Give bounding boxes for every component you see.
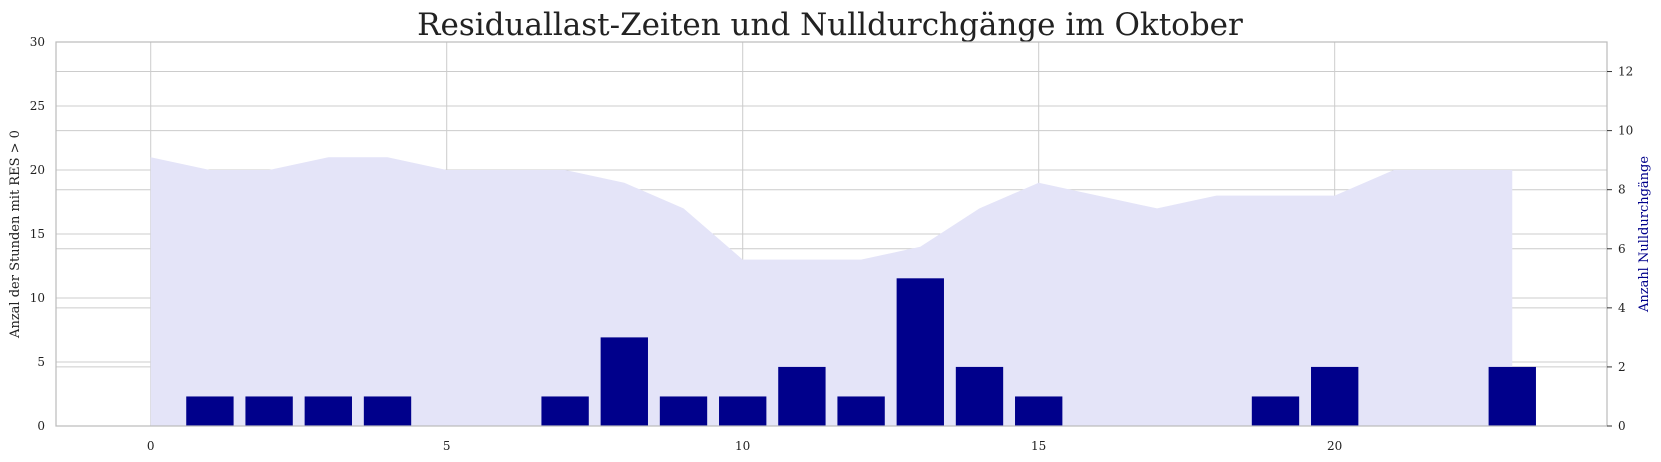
x-tick-label: 0: [147, 439, 155, 453]
area-series: [150, 157, 1513, 426]
chart-title: Residuallast-Zeiten und Nulldurchgänge i…: [417, 7, 1243, 43]
y2-tick-label: 0: [1618, 419, 1626, 433]
y-tick-label: 10: [30, 291, 45, 305]
area-fill: [150, 157, 1513, 426]
bar: [955, 366, 1004, 426]
bar: [600, 337, 648, 426]
bar: [304, 396, 352, 426]
x-tick-label: 5: [443, 439, 451, 453]
y2-tick-label: 8: [1618, 183, 1626, 197]
y-tick-label: 0: [37, 419, 45, 433]
bar: [778, 366, 826, 426]
bar: [659, 396, 708, 426]
y2-tick-label: 4: [1618, 301, 1626, 315]
x-tick-label: 15: [1031, 439, 1046, 453]
bar: [363, 396, 412, 426]
y-tick-label: 15: [30, 227, 45, 241]
y-axis-left: 0 5 10 15 20 25 30: [30, 35, 45, 433]
bar: [1251, 396, 1300, 426]
x-tick-label: 10: [735, 439, 750, 453]
bar: [1311, 366, 1359, 426]
bar: [541, 396, 589, 426]
bar: [719, 396, 767, 426]
bar: [245, 396, 293, 426]
y-tick-label: 5: [37, 355, 45, 369]
x-axis: 0 5 10 15 20: [147, 439, 1342, 453]
y2-tick-label: 10: [1618, 124, 1633, 138]
bar: [1015, 396, 1063, 426]
plot-frame: [55, 41, 1608, 427]
bar: [837, 396, 885, 426]
y-axis-label: Anzal der Stunden mit RES > 0: [8, 130, 23, 339]
y2-tick-label: 6: [1618, 242, 1626, 256]
y-tick-label: 20: [30, 163, 45, 177]
y2-tick-label: 2: [1618, 360, 1626, 374]
bar: [896, 278, 944, 426]
y-tick-label: 25: [30, 99, 45, 113]
x-tick-label: 20: [1327, 439, 1342, 453]
y-axis-right: 0 2 4 6 8 10 12: [1607, 65, 1633, 433]
y2-tick-label: 12: [1618, 65, 1633, 79]
y-tick-label: 30: [30, 35, 45, 49]
bar: [186, 396, 234, 426]
bar-series: [186, 278, 1536, 426]
y2-axis-label: Anzahl Nulldurchgänge: [1637, 156, 1652, 313]
bar: [1488, 366, 1536, 426]
